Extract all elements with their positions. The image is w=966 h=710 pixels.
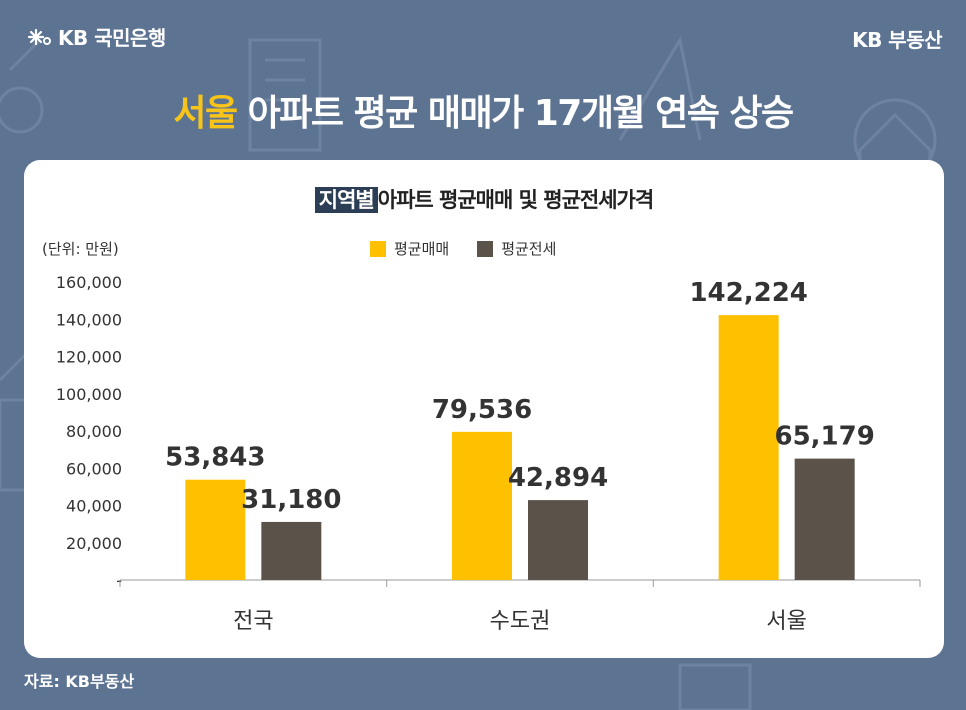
- legend-item-sale: 평균매매: [370, 238, 449, 259]
- x-category-label: 전국: [233, 609, 273, 634]
- legend-swatch-jeonse: [477, 240, 494, 257]
- bar-sale: [718, 315, 779, 580]
- kb-bank-name: KB 국민은행: [58, 26, 166, 50]
- legend-label-jeonse: 평균전세: [501, 240, 557, 258]
- source-note: 자료: KB부동산: [24, 672, 135, 691]
- bar-jeonse: [794, 458, 855, 580]
- bar-sale: [452, 431, 512, 580]
- y-tick-label: 20,000: [66, 534, 122, 553]
- data-label-sale: 79,536: [432, 395, 532, 425]
- chart-legend: 평균매매 평균전세: [370, 238, 556, 259]
- x-category-label: 서울: [766, 609, 806, 634]
- chart-title-tag: 지역별: [314, 187, 378, 213]
- bar-chart: - 20,000 40,000 60,000 80,000 100,000 120,000 1…: [56, 273, 921, 634]
- y-tick-label: 140,000: [56, 310, 122, 329]
- page-title: 서울 아파트 평균 매매가 17개월 연속 상승: [0, 84, 966, 136]
- data-label-sale: 142,224: [689, 278, 807, 308]
- y-tick-label: 80,000: [66, 422, 122, 441]
- bar-jeonse: [528, 500, 588, 580]
- y-tick-label: 100,000: [56, 385, 122, 404]
- data-label-jeonse: 42,894: [508, 463, 608, 493]
- y-tick-label: 60,000: [66, 459, 122, 478]
- chart-title-rest: 아파트 평균매매 및 평균전세가격: [377, 188, 654, 212]
- page-title-highlight: 서울: [173, 93, 238, 134]
- chart-title: 지역별 아파트 평균매매 및 평균전세가격: [24, 184, 944, 214]
- legend-item-jeonse: 평균전세: [477, 238, 556, 259]
- kb-star-icon: [27, 28, 51, 45]
- kb-realestate-logo: KB 부동산: [852, 28, 942, 52]
- legend-swatch-sale: [370, 240, 386, 257]
- y-tick-label: 40,000: [66, 497, 122, 516]
- data-label-jeonse: 31,180: [241, 485, 341, 515]
- y-tick-label: -: [116, 571, 122, 590]
- data-label-sale: 53,843: [165, 443, 265, 473]
- bar-sale: [185, 479, 246, 580]
- legend-label-sale: 평균매매: [394, 240, 450, 258]
- data-label-jeonse: 65,179: [774, 422, 874, 452]
- chart-card: 지역별 아파트 평균매매 및 평균전세가격 (단위: 만원) 평균매매 평균전세 …: [24, 160, 944, 658]
- y-tick-label: 160,000: [56, 273, 122, 292]
- bar-jeonse: [261, 521, 322, 580]
- unit-label: (단위: 만원): [42, 240, 119, 258]
- x-category-label: 수도권: [490, 609, 551, 634]
- kb-bank-logo: KB 국민은행: [26, 22, 166, 51]
- y-tick-label: 120,000: [56, 348, 122, 367]
- page-title-rest: 아파트 평균 매매가 17개월 연속 상승: [236, 93, 794, 134]
